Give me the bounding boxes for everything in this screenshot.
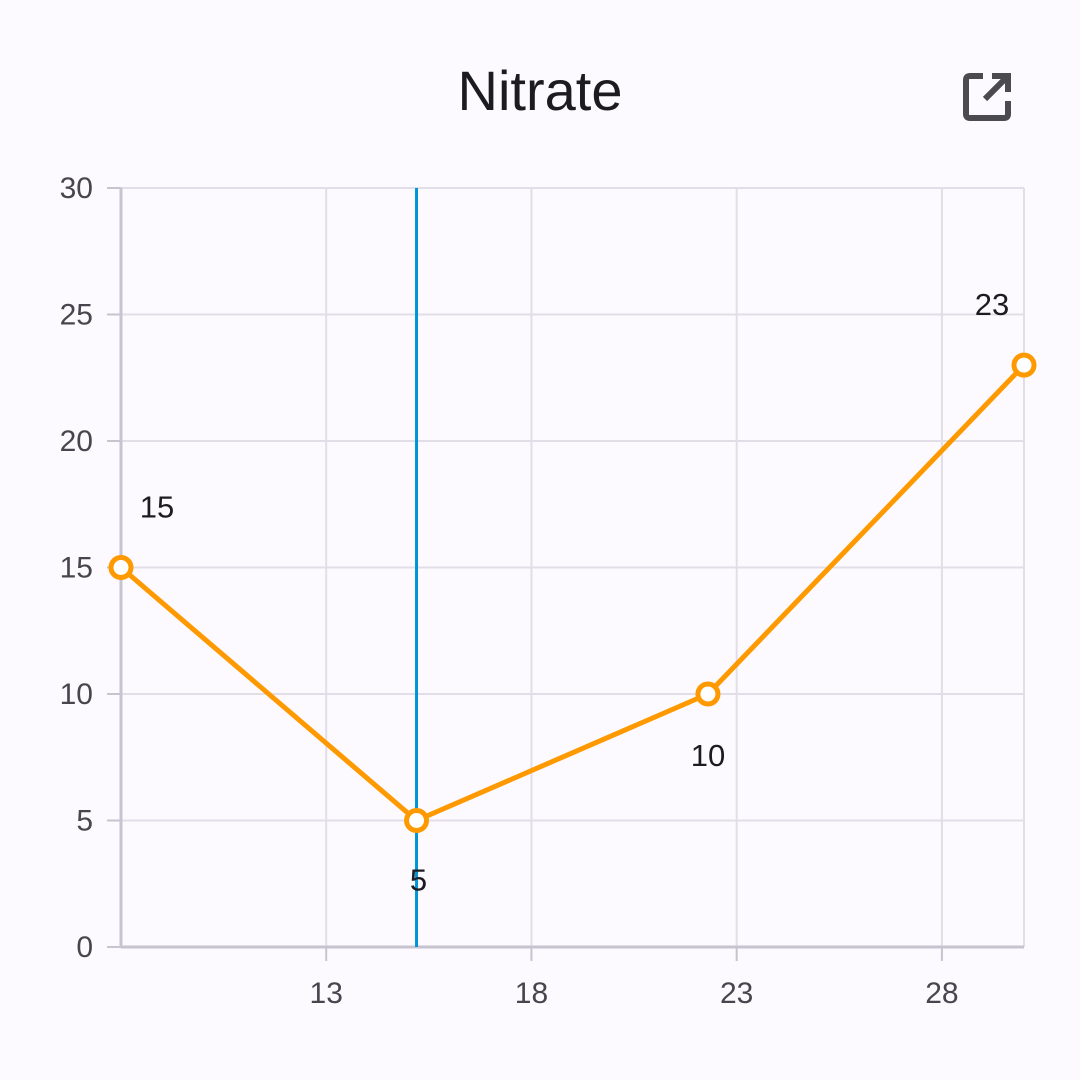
data-label: 5 xyxy=(410,863,427,898)
open-in-new-button[interactable] xyxy=(954,64,1020,130)
y-tick-label: 0 xyxy=(76,931,93,964)
series-nitrate xyxy=(108,352,1037,833)
grid xyxy=(121,187,1025,947)
data-label: 23 xyxy=(975,287,1009,322)
y-tick-label: 25 xyxy=(60,299,93,332)
data-labels: 15 5 10 23 xyxy=(140,287,1009,897)
axes: 0 5 10 15 20 25 30 13 18 23 28 xyxy=(60,172,1024,1010)
data-label: 15 xyxy=(140,490,174,525)
data-point xyxy=(695,681,721,707)
data-label: 10 xyxy=(691,738,725,773)
data-point xyxy=(108,555,134,580)
y-tick-label: 30 xyxy=(60,172,93,205)
x-tick-label: 13 xyxy=(310,977,343,1010)
y-tick-label: 10 xyxy=(60,678,93,711)
series-line xyxy=(119,363,1026,823)
x-tick-label: 23 xyxy=(720,977,753,1010)
data-point xyxy=(404,808,430,833)
y-tick-label: 15 xyxy=(60,552,93,585)
y-tick-label: 20 xyxy=(60,425,93,458)
x-tick-label: 28 xyxy=(925,977,958,1010)
x-tick-label: 18 xyxy=(515,977,548,1010)
y-tick-label: 5 xyxy=(76,805,93,838)
open-in-new-icon xyxy=(963,73,1011,121)
data-point xyxy=(1011,352,1037,378)
chart-title: Nitrate xyxy=(457,59,623,122)
